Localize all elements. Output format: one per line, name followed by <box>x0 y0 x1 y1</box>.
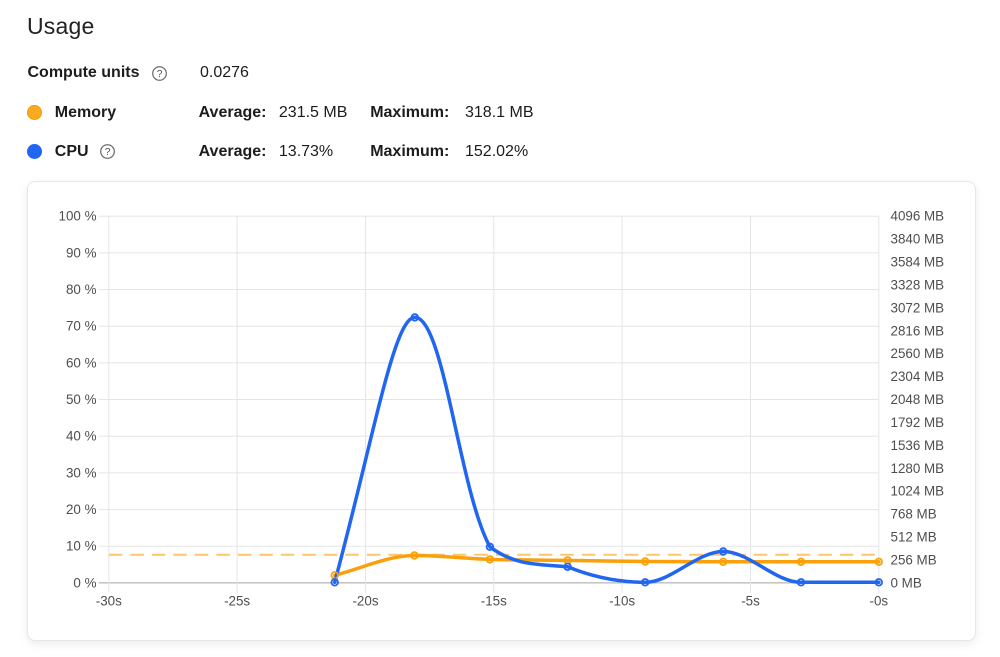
svg-text:0 %: 0 % <box>73 575 96 590</box>
svg-text:-5s: -5s <box>741 594 760 609</box>
svg-text:40 %: 40 % <box>66 429 97 444</box>
svg-text:2304 MB: 2304 MB <box>891 369 945 384</box>
svg-text:50 %: 50 % <box>66 392 97 407</box>
svg-text:60 %: 60 % <box>66 355 97 370</box>
svg-text:2048 MB: 2048 MB <box>891 392 945 407</box>
svg-text:1024 MB: 1024 MB <box>891 484 945 499</box>
svg-text:3072 MB: 3072 MB <box>891 300 945 315</box>
svg-text:70 %: 70 % <box>66 319 97 334</box>
svg-text:1536 MB: 1536 MB <box>891 438 945 453</box>
svg-text:3584 MB: 3584 MB <box>891 255 945 270</box>
svg-text:3840 MB: 3840 MB <box>891 232 945 247</box>
svg-text:256 MB: 256 MB <box>891 553 937 568</box>
svg-text:20 %: 20 % <box>66 502 97 517</box>
svg-text:2560 MB: 2560 MB <box>891 346 945 361</box>
svg-text:-20s: -20s <box>352 594 378 609</box>
svg-text:768 MB: 768 MB <box>891 507 937 522</box>
svg-text:10 %: 10 % <box>66 539 97 554</box>
svg-text:1280 MB: 1280 MB <box>891 461 945 476</box>
svg-text:-15s: -15s <box>481 594 507 609</box>
svg-text:-10s: -10s <box>609 594 635 609</box>
svg-text:30 %: 30 % <box>66 465 97 480</box>
svg-text:1792 MB: 1792 MB <box>891 415 945 430</box>
svg-text:-0s: -0s <box>869 594 888 609</box>
svg-text:3328 MB: 3328 MB <box>891 278 945 293</box>
svg-text:80 %: 80 % <box>66 282 97 297</box>
svg-text:-30s: -30s <box>96 594 122 609</box>
svg-text:2816 MB: 2816 MB <box>891 323 945 338</box>
svg-text:?: ? <box>157 69 163 80</box>
svg-text:512 MB: 512 MB <box>891 530 937 545</box>
svg-text:90 %: 90 % <box>66 245 97 260</box>
svg-text:4096 MB: 4096 MB <box>891 209 945 224</box>
svg-text:100 %: 100 % <box>59 209 97 224</box>
svg-text:-25s: -25s <box>224 594 250 609</box>
svg-text:?: ? <box>105 147 111 158</box>
svg-text:0 MB: 0 MB <box>891 575 922 590</box>
